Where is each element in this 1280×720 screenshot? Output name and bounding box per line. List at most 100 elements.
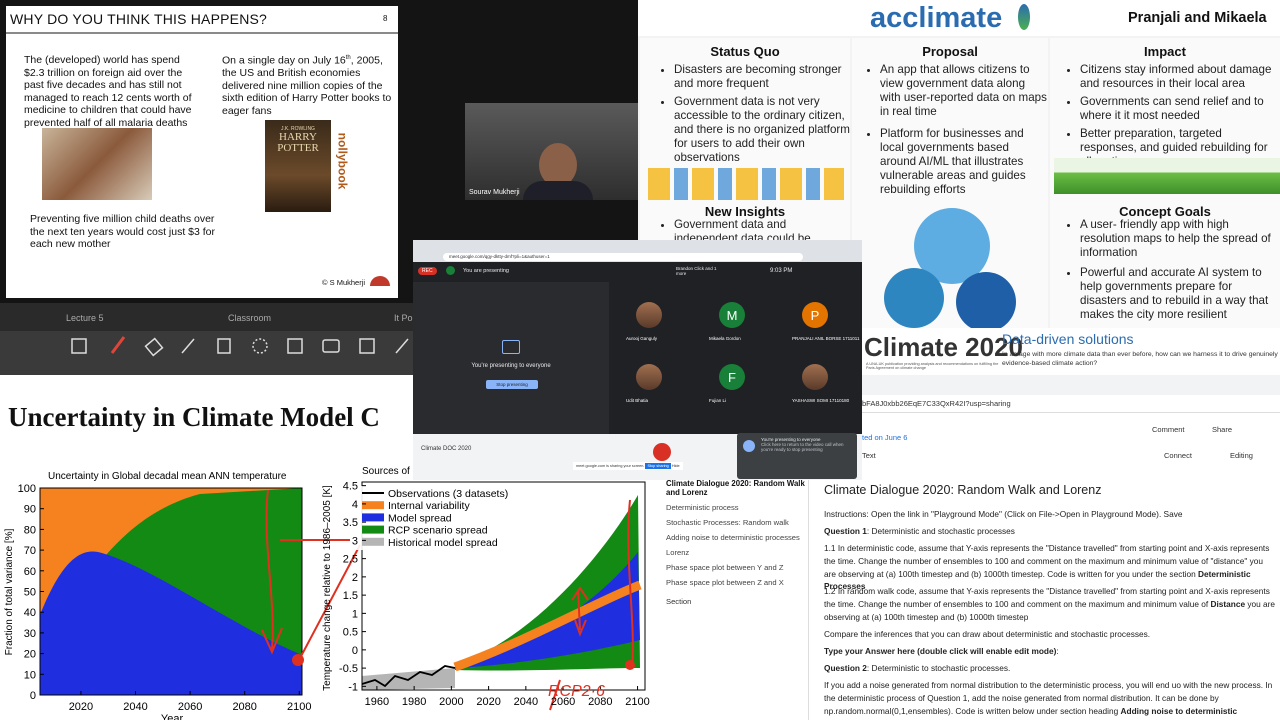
paragraphs: Adding noise to deterministic processes [824,705,1238,720]
page-number: 8 [383,14,388,23]
bullets: Government data is not very accessible t… [674,95,850,165]
connect-button[interactable]: Connect [1164,451,1192,460]
y-tick-label: -1 [348,681,358,693]
y-tick-label: 2 [352,572,358,584]
paragraphs: Distance [1210,598,1246,609]
legend-entry: RCP scenario spread [388,525,488,537]
g [71,336,409,357]
heading: Proposal [922,44,978,59]
presenting-panel [413,282,609,434]
paragraphs: : Deterministic to stochastic processes. [866,663,1011,673]
y-tick-label: 4.5 [343,481,358,493]
rect [144,337,164,357]
y-tick-label: 100 [18,483,36,495]
url: bFA8J0xbb26EqE7C33QxR42I?usp=sharing [862,399,1011,408]
section: Section [666,597,692,606]
avatar: F [719,364,745,390]
bullets: Disasters are becoming stronger and more… [674,63,850,91]
paragraphs: Question 1 [824,526,867,536]
authors: Pranjali and Mikaela [1128,10,1267,26]
axis-label: Year [161,713,184,720]
participant-tile: YASHASWI SOMI 17110180 [784,354,849,414]
legend-entry: Observations (3 datasets) [388,488,508,500]
side-text: nollybook [335,132,350,190]
y-tick-label: 70 [24,545,36,557]
area [40,551,302,695]
y-tick-label: 40 [24,607,36,619]
paragraphs: Instructions: Open the link in "Playgrou… [824,509,1183,519]
tagline: A UNA-UK publication providing analysis … [866,362,999,370]
paragraphs: Deterministic Processes [824,568,1251,592]
comment-button[interactable]: Comment [1152,425,1185,434]
heading: New Insights [704,204,786,219]
logo [370,276,390,286]
column: Impact Citizens stay informed about dama… [1050,38,1280,328]
share-bar: meet.google.com is sharing your screen. [576,464,645,468]
toast: You're presenting to everyone Click here… [737,433,857,479]
footer: © S Mukherji [322,278,366,287]
x-tick-label: 1960 [365,696,389,708]
climate-charts: Observations (3 datasets)Internal variab… [4,466,650,720]
annotation-dot [625,660,635,670]
photo [42,128,152,200]
icon-row [648,168,844,200]
toast-title: You're presenting to everyone [761,437,821,442]
toc: Lorenz [666,548,690,557]
paragraphs: 1.2 In random walk code, assume that Y-a… [824,586,1270,609]
paragraph: Compare the inferences that you can draw… [824,628,1276,641]
y-tick-label: 20 [24,649,36,661]
participant-tile: Aurooj Ganguly [618,292,678,352]
stop-button[interactable]: Stop presenting [486,380,538,389]
legend-entry: Model spread [388,512,452,524]
x-tick-label: 2040 [514,696,538,708]
heading: Status Quo [710,44,780,59]
ul: A user- friendly app with high resolutio… [1050,218,1276,326]
presenting-text: You're presenting to everyone [471,363,551,369]
avatar [636,302,662,328]
toc: Stochastic Processes: Random walk [666,518,789,527]
x-tick-label: 2040 [123,701,147,713]
annotation-strokes [549,499,634,711]
share-hide[interactable]: Hide [671,464,680,468]
chart-title: Sources of [362,466,410,477]
avatar [802,364,828,390]
participants: Brandon Click and 1 more [676,266,717,276]
rect [287,338,303,354]
participant-name: Udit Bhatia [626,398,649,403]
y-tick-label: 0 [352,645,358,657]
x-tick-label: 2100 [287,701,311,713]
y-tick-label: -0.5 [339,663,358,675]
webcam: Sourav Mukherji [465,103,640,200]
text-button[interactable]: Text [862,451,876,460]
share-stop[interactable]: Stop sharing [645,463,671,469]
share-button[interactable]: Share [1212,425,1233,434]
area [455,552,640,668]
editing-button[interactable]: Editing [1230,451,1253,460]
div [743,440,755,452]
right-text: On a single day on July 16th, 2005, the … [222,52,394,117]
x-tick-label: 2000 [439,696,463,708]
divider [808,475,809,720]
circle [884,268,944,328]
x-tick-label: 2080 [232,701,256,713]
y-tick-label: 0 [30,690,36,702]
paragraph: Instructions: Open the link in "Playgrou… [824,508,1276,521]
y-tick-label: 2.5 [343,554,358,566]
y-tick-label: 10 [24,669,36,681]
line [110,336,126,354]
y-tick-label: 1 [352,608,358,620]
participant-name: PRANJALI ANIL BORSE 1711011 [792,336,860,341]
rect [322,339,340,353]
toast-text: Click here to return to the video call w… [761,442,844,452]
participant-name: Mikaela Gordon [709,336,741,341]
y-tick-label: 60 [24,566,36,578]
participant-tile: P PRANJALI ANIL BORSE 1711011 [784,292,859,352]
circle [956,272,1016,328]
participant-name: Sourav Mukherji [469,189,520,196]
ul: Citizens stay informed about damage and … [1050,63,1280,169]
participant-tile: F Fujian Li [701,354,761,414]
y-tick-label: 50 [24,587,36,599]
end-call[interactable] [653,443,671,461]
